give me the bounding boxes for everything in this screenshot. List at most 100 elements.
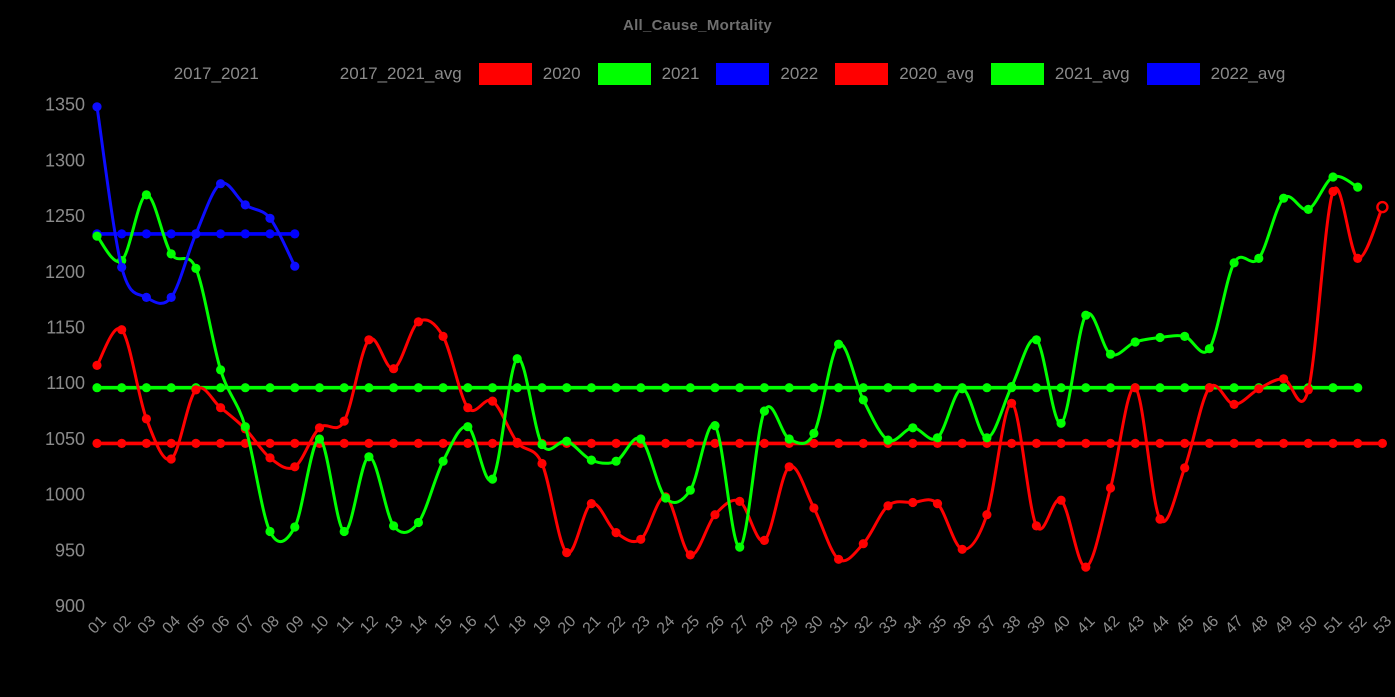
point-2020-wk48 <box>1254 384 1264 394</box>
point-2020-wk27 <box>735 496 745 506</box>
point-2021-wk44 <box>1155 332 1165 343</box>
point-2021-wk40 <box>1056 418 1066 428</box>
point-2020-wk38 <box>1007 398 1017 408</box>
x-tick-45: 45 <box>1173 613 1198 638</box>
point-2020-wk08 <box>265 453 275 463</box>
point-2021_avg-wk29 <box>784 383 794 393</box>
point-2021_avg-wk09 <box>290 383 300 393</box>
point-2021-wk50 <box>1303 204 1313 214</box>
point-2020_avg-wk53 <box>1377 438 1387 448</box>
point-2020_avg-wk28 <box>759 438 770 448</box>
point-2021-wk35 <box>932 433 943 443</box>
x-tick-40: 40 <box>1049 613 1074 638</box>
legend-swatch-2021_avg <box>990 63 1044 85</box>
point-2020-wk29 <box>784 462 794 472</box>
point-2020-wk14 <box>413 317 423 327</box>
point-2022-wk01 <box>92 102 102 112</box>
point-2021_avg-wk02 <box>117 383 127 393</box>
y-tick-1050: 1050 <box>45 429 85 449</box>
point-2020_avg-wk42 <box>1105 438 1116 448</box>
point-2020-wk39 <box>1031 521 1041 531</box>
x-tick-19: 19 <box>530 613 555 638</box>
legend-swatch-2020_avg <box>835 63 889 85</box>
point-2020-wk34 <box>908 497 918 508</box>
legend-swatch-2017_2021 <box>109 63 163 85</box>
point-2022-wk02 <box>117 262 127 272</box>
point-2021_avg-wk44 <box>1155 383 1165 393</box>
point-2020_avg-wk41 <box>1081 438 1091 448</box>
x-tick-53: 53 <box>1371 613 1395 638</box>
point-2021-wk13 <box>389 521 399 531</box>
x-tick-34: 34 <box>901 613 926 638</box>
x-tick-05: 05 <box>184 613 209 638</box>
x-tick-15: 15 <box>431 613 456 638</box>
point-2020-wk23 <box>636 534 646 544</box>
point-2020-wk52 <box>1353 253 1363 263</box>
x-tick-49: 49 <box>1272 613 1297 638</box>
point-2020_avg-wk11 <box>339 438 349 448</box>
legend: 2017_2021 2017_2021_avg 2020 2021 2022 2020_a… <box>0 63 1395 85</box>
point-2021-wk39 <box>1031 335 1041 345</box>
y-tick-1350: 1350 <box>45 95 85 115</box>
x-tick-29: 29 <box>777 613 802 638</box>
point-2020-wk09 <box>290 462 300 472</box>
legend-item-2020_avg: 2020_avg <box>835 63 974 85</box>
point-2020_avg-wk36 <box>957 438 967 448</box>
point-2021-wk27 <box>735 542 745 552</box>
point-2020-wk53 <box>1376 200 1389 214</box>
point-2021_avg-wk20 <box>562 383 572 393</box>
point-2021-wk45 <box>1180 331 1190 341</box>
point-2021_avg-wk04 <box>166 383 176 393</box>
point-2021-wk18 <box>512 354 522 364</box>
point-2021_avg-wk22 <box>611 383 621 393</box>
point-2020_avg-wk49 <box>1279 438 1289 448</box>
legend-item-2022: 2022 <box>716 63 818 85</box>
legend-item-2017_2021: 2017_2021 <box>109 63 259 85</box>
point-2020_avg-wk21 <box>586 438 597 448</box>
point-2021_avg-wk07 <box>240 383 250 393</box>
point-2020-wk49 <box>1279 374 1289 384</box>
y-tick-1150: 1150 <box>46 318 85 338</box>
point-2020-wk19 <box>537 458 547 469</box>
point-2021-wk49 <box>1279 193 1289 203</box>
point-2021_avg-wk11 <box>339 383 349 393</box>
x-tick-12: 12 <box>357 613 382 638</box>
x-tick-16: 16 <box>456 613 481 638</box>
point-2021_avg-wk26 <box>710 383 720 393</box>
x-tick-47: 47 <box>1222 613 1247 638</box>
point-2021-wk31 <box>834 339 844 349</box>
legend-swatch-2022_avg <box>1146 63 1200 85</box>
point-2020-wk41 <box>1081 562 1091 572</box>
point-2020-wk50 <box>1303 385 1313 395</box>
point-2021-wk46 <box>1204 344 1214 354</box>
point-2020_avg-wk52 <box>1353 438 1363 448</box>
legend-item-2020: 2020 <box>478 63 581 85</box>
point-2020_avg-wk22 <box>611 438 621 448</box>
x-tick-50: 50 <box>1297 613 1322 638</box>
point-2022_avg-wk04 <box>166 229 176 239</box>
point-2021-wk07 <box>240 422 250 432</box>
point-2021_avg-wk18 <box>512 383 522 393</box>
x-tick-03: 03 <box>135 613 160 638</box>
point-2022_avg-wk03 <box>141 229 151 239</box>
point-2020_avg-wk13 <box>389 438 399 448</box>
x-tick-09: 09 <box>283 613 308 638</box>
point-2022-wk06 <box>216 179 226 189</box>
point-2021-wk19 <box>537 439 547 450</box>
point-2021-wk28 <box>759 406 770 416</box>
point-2021_avg-wk08 <box>265 383 275 393</box>
point-2021_avg-wk30 <box>809 383 819 393</box>
point-2021-wk48 <box>1254 253 1264 263</box>
point-2021_avg-wk40 <box>1056 383 1066 393</box>
x-tick-36: 36 <box>950 613 975 638</box>
point-2021-wk29 <box>784 434 794 444</box>
point-2020_avg-wk26 <box>710 438 720 448</box>
y-tick-1300: 1300 <box>45 150 85 170</box>
point-2020_avg-wk03 <box>141 438 151 448</box>
y-tick-1200: 1200 <box>45 262 85 282</box>
point-2021-wk24 <box>661 493 671 503</box>
point-2021-wk34 <box>908 423 918 433</box>
series-2021 <box>92 172 1363 552</box>
point-2020_avg-wk43 <box>1130 438 1140 448</box>
